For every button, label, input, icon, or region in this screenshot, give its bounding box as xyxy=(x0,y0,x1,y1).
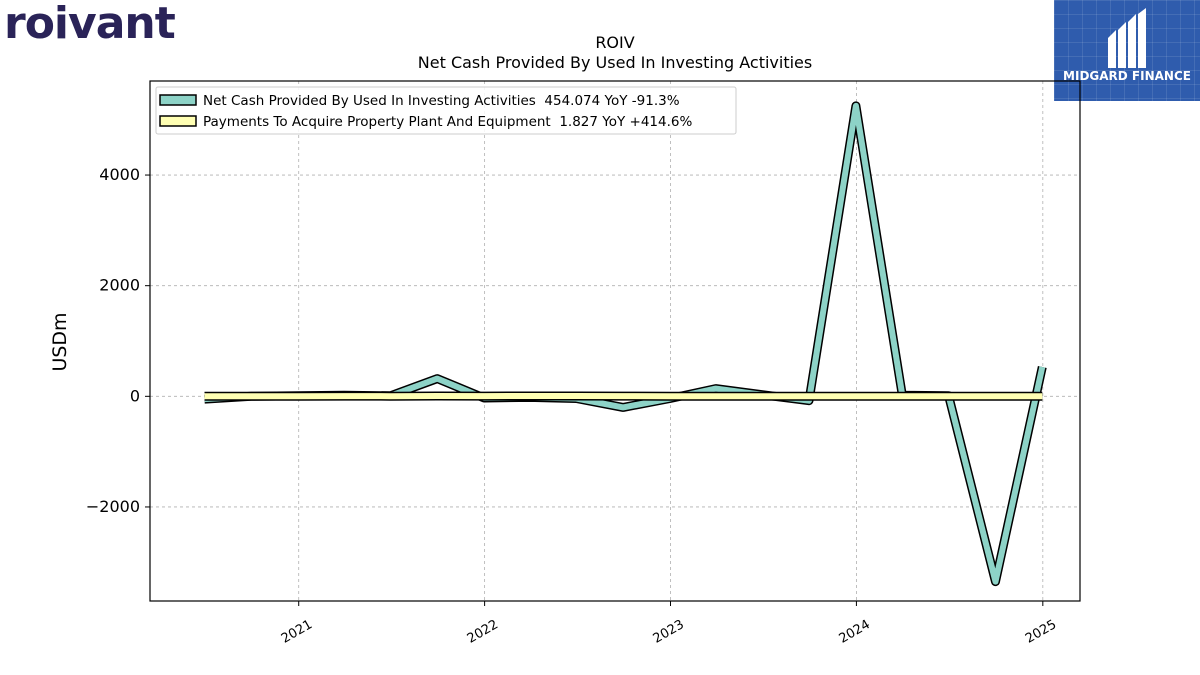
midgard-finance-label: MIDGARD FINANCE xyxy=(1063,69,1191,83)
legend-label-net-cash: Net Cash Provided By Used In Investing A… xyxy=(203,93,680,109)
axis-ticks: 2021 2022 2023 2024 2025 −2000 0 2000 4000 xyxy=(86,165,1059,647)
x-tick-label: 2024 xyxy=(837,617,873,647)
legend-swatch-capex xyxy=(159,115,197,127)
x-tick-label: 2023 xyxy=(651,617,687,647)
y-tick-label: −2000 xyxy=(86,497,140,516)
x-tick-label: 2021 xyxy=(279,617,315,647)
legend: Net Cash Provided By Used In Investing A… xyxy=(155,86,737,135)
legend-label-capex: Payments To Acquire Property Plant And E… xyxy=(203,114,692,130)
midgard-mark-icon xyxy=(1108,8,1146,68)
gridlines xyxy=(150,81,1080,601)
midgard-finance-logo: MIDGARD FINANCE xyxy=(1054,0,1200,101)
y-tick-label: 4000 xyxy=(99,165,140,184)
plot-area-frame xyxy=(149,80,1081,602)
x-tick-label: 2022 xyxy=(465,617,501,647)
y-tick-label: 0 xyxy=(130,386,140,405)
roivant-logo: roivant xyxy=(4,0,176,49)
y-axis-label: USDm xyxy=(49,312,71,371)
series-layer xyxy=(204,101,1047,587)
chart-subtitle: Net Cash Provided By Used In Investing A… xyxy=(418,53,812,72)
legend-swatch-net-cash xyxy=(159,94,197,106)
legend-box xyxy=(155,86,737,135)
y-tick-label: 2000 xyxy=(99,276,140,295)
series-outline-net-cash xyxy=(204,101,1047,587)
logo-grid-pattern xyxy=(1054,0,1200,101)
chart-title: ROIV xyxy=(595,33,634,52)
x-tick-label: 2025 xyxy=(1023,617,1059,647)
series-line-net-cash xyxy=(204,102,1046,585)
